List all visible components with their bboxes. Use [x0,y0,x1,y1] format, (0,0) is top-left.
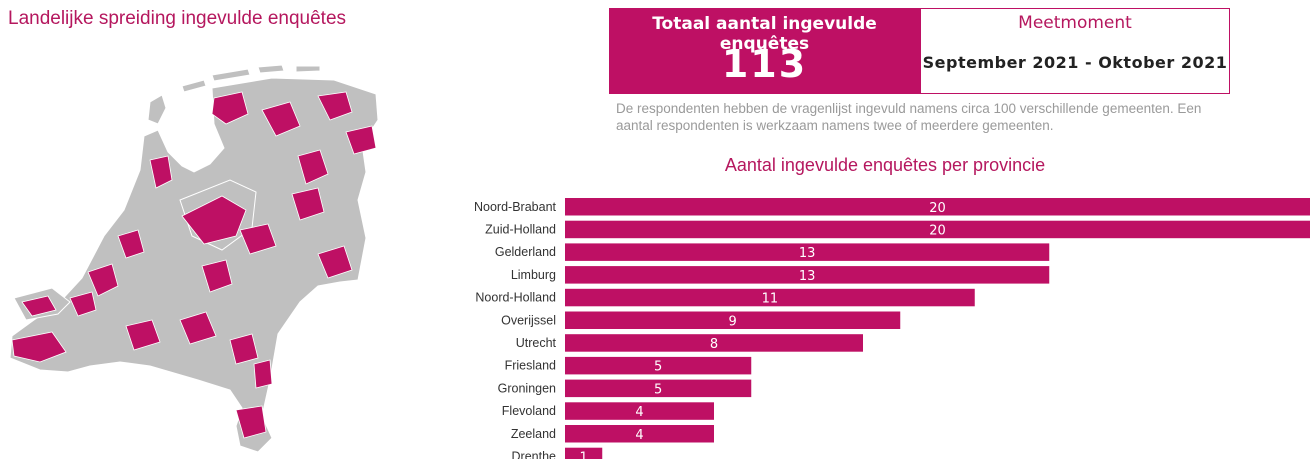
chart-title: Aantal ingevulde enquêtes per provincie [724,155,1046,175]
province-label: Gelderland [495,245,556,259]
map-region-friesland-mid [261,101,301,137]
province-bar[interactable] [565,288,975,307]
province-bar[interactable] [565,220,1310,239]
measurement-period-value: September 2021 - Oktober 2021 [922,53,1228,72]
province-label: Noord-Brabant [474,200,557,214]
map-island-texel [147,94,167,125]
map-region-brabant-west [125,319,161,351]
map-island-vlieland [181,79,207,93]
map-region-achterhoek [317,245,353,279]
province-bar-chart: Noord-Brabant 20 Zuid-Holland 20 Gelderland 1… [474,198,1310,459]
bar-value-label: 8 [710,337,718,352]
map-region-rotterdam [69,291,97,317]
province-bar[interactable] [565,266,1050,284]
map-region-flevoland [181,195,247,245]
province-label: Zuid-Holland [485,222,556,236]
province-label: Flevoland [502,404,556,418]
measurement-period-label: Meetmoment [1018,13,1132,33]
map-island-terschelling [211,68,251,82]
province-label: Utrecht [516,336,557,350]
map-mainland [9,77,379,453]
map-region-drenthe [297,149,329,185]
province-label: Overijssel [501,313,556,327]
bar-value-label: 4 [635,428,643,443]
bar-value-label: 1 [579,450,587,459]
province-bar[interactable] [565,243,1050,261]
bar-value-label: 4 [635,405,643,420]
province-label: Drenthe [512,449,557,459]
netherlands-map[interactable] [0,40,400,459]
province-bar[interactable] [565,425,714,443]
province-label: Friesland [505,359,556,373]
map-region-zuid-holland [87,263,119,297]
respondents-note: De respondenten hebben de vragenlijst in… [616,101,1202,133]
map-island-ameland [257,64,285,74]
map-region-groningen [317,91,353,121]
province-bar[interactable] [565,447,603,459]
province-label: Noord-Holland [475,291,556,305]
map-region-limburg-north [253,359,273,389]
map-region-groningen-east [345,125,377,155]
map-island-schiermonnikoog [295,65,321,73]
map-title: Landelijke spreiding ingevulde enquêtes [8,8,347,29]
bar-value-label: 13 [799,246,816,261]
total-surveys-label: Totaal aantal ingevulde enquêtes [652,14,877,54]
bar-value-label: 5 [654,382,662,397]
province-bar[interactable] [565,379,752,398]
map-highlighted-municipalities [11,91,377,439]
map-region-brabant-east [229,333,259,365]
map-region-overijssel [291,187,325,221]
province-bar[interactable] [565,334,863,352]
province-bar[interactable] [565,311,901,330]
map-region-noord-holland [149,155,173,189]
bar-value-label: 5 [654,360,662,375]
map-region-zeeland-islands [21,295,57,317]
province-label: Groningen [498,381,556,395]
total-surveys-card: Totaal aantal ingevulde enquêtes 113 [609,8,920,94]
bar-value-label: 11 [762,292,779,307]
map-region-utrecht [201,259,233,293]
map-region-haarlem [117,229,145,259]
map-region-zeeland [11,331,67,363]
map-region-limburg-south [235,405,267,439]
bar-value-label: 13 [799,269,816,284]
bar-value-label: 20 [929,223,946,238]
map-region-brabant-mid [179,311,217,345]
province-bar[interactable] [565,402,714,420]
map-region-gelderland [239,223,277,255]
province-label: Limburg [511,268,556,282]
bar-value-label: 20 [929,201,946,216]
bar-value-label: 9 [728,314,736,329]
province-bar[interactable] [565,356,752,375]
province-label: Zeeland [511,427,556,441]
province-bar[interactable] [565,198,1310,216]
map-region-friesland-north [211,91,249,125]
measurement-period-card: Meetmoment September 2021 - Oktober 2021 [920,8,1230,94]
total-surveys-value: 113 [721,42,808,86]
